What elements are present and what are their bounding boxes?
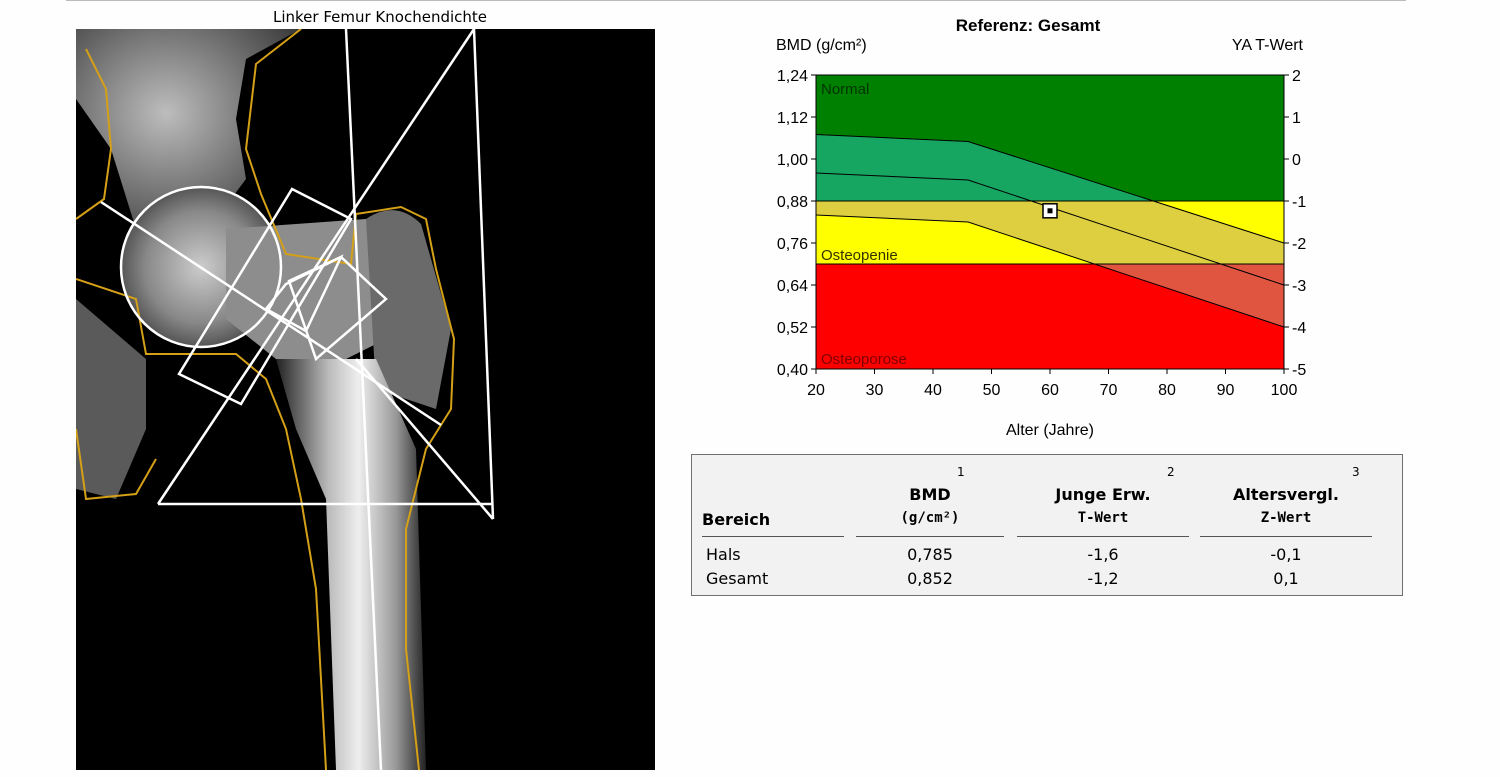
underline-z: [1200, 536, 1372, 537]
x-tick-label: 90: [1217, 382, 1235, 399]
underline-t: [1017, 536, 1189, 537]
footnote-z: 3: [1352, 465, 1360, 479]
underline-area: [702, 536, 844, 537]
top-divider: [66, 0, 1406, 1]
y-axis-label: BMD (g/cm²): [776, 37, 867, 54]
y2-tick-label: -4: [1292, 320, 1306, 337]
results-table: Bereich 1 BMD (g/cm²) 2 Junge Erw. T-Wer…: [691, 454, 1403, 596]
reference-curve-2: [815, 172, 1285, 286]
y-tick-label: 0,52: [777, 320, 808, 337]
chart-svg: Normal Osteopenie Osteoporose 1,24 1,12 1,00 0…: [776, 16, 1306, 439]
footnote-bmd: 1: [957, 465, 965, 479]
x-tick-label: 100: [1271, 382, 1298, 399]
x-tick-label: 20: [807, 382, 825, 399]
zone-label-osteopenie: Osteopenie: [821, 247, 898, 264]
dexa-scan-image: [76, 29, 655, 770]
y2-tick-label: 1: [1292, 110, 1301, 127]
reference-band-green: [816, 134, 1154, 201]
underline-bmd: [856, 536, 1004, 537]
header-bmd-unit: (g/cm²): [900, 510, 960, 526]
row-gesamt-area: Gesamt: [706, 569, 769, 588]
zone-label-normal: Normal: [821, 81, 869, 98]
y2-tick-label: -1: [1292, 194, 1306, 211]
row-hals-area: Hals: [706, 545, 741, 564]
chart-title: Referenz: Gesamt: [956, 16, 1101, 35]
reference-band-yellow: [816, 201, 1284, 264]
patient-marker-dot: [1047, 208, 1053, 214]
row-gesamt-z: 0,1: [1273, 569, 1299, 588]
y-tick-label: 1,00: [777, 152, 808, 169]
x-tick-label: 50: [983, 382, 1001, 399]
row-hals-t: -1,6: [1087, 545, 1119, 564]
reference-curve-1: [815, 134, 1285, 244]
y-tick-label: 0,88: [777, 194, 808, 211]
y2-tick-label: -5: [1292, 362, 1306, 379]
row-hals-z: -0,1: [1270, 545, 1302, 564]
scan-title: Linker Femur Knochendichte: [273, 8, 487, 26]
y2-tick-label: -2: [1292, 236, 1306, 253]
header-z: Altersvergl.: [1233, 485, 1339, 504]
row-gesamt-bmd: 0,852: [907, 569, 953, 588]
zone-label-osteoporose: Osteoporose: [821, 351, 907, 368]
header-area: Bereich: [702, 510, 771, 529]
footnote-t: 2: [1167, 465, 1175, 479]
x-axis-label: Alter (Jahre): [1006, 422, 1094, 439]
x-tick-label: 40: [924, 382, 942, 399]
x-tick-label: 80: [1158, 382, 1176, 399]
header-t: Junge Erw.: [1055, 485, 1151, 504]
header-z-unit: Z-Wert: [1260, 510, 1312, 526]
y2-tick-label: -3: [1292, 278, 1306, 295]
y-tick-label: 1,12: [777, 110, 808, 127]
femur-scan-graphic: [76, 29, 495, 770]
bmd-reference-chart: Normal Osteopenie Osteoporose 1,24 1,12 1,00 0…: [760, 8, 1320, 448]
x-tick-label: 60: [1041, 382, 1059, 399]
y-tick-label: 0,76: [777, 236, 808, 253]
row-hals-bmd: 0,785: [907, 545, 953, 564]
y2-axis-label: YA T-Wert: [1232, 37, 1304, 54]
header-bmd: BMD: [909, 485, 951, 504]
row-gesamt-t: -1,2: [1087, 569, 1119, 588]
y2-tick-label: 0: [1292, 152, 1301, 169]
reference-curve-3: [815, 214, 1285, 328]
x-tick-label: 70: [1100, 382, 1118, 399]
y-tick-label: 0,64: [777, 278, 808, 295]
y2-tick-label: 2: [1292, 68, 1301, 85]
y-tick-label: 1,24: [777, 68, 808, 85]
header-t-unit: T-Wert: [1077, 510, 1129, 526]
x-tick-label: 30: [866, 382, 884, 399]
y-tick-label: 0,40: [777, 362, 808, 379]
